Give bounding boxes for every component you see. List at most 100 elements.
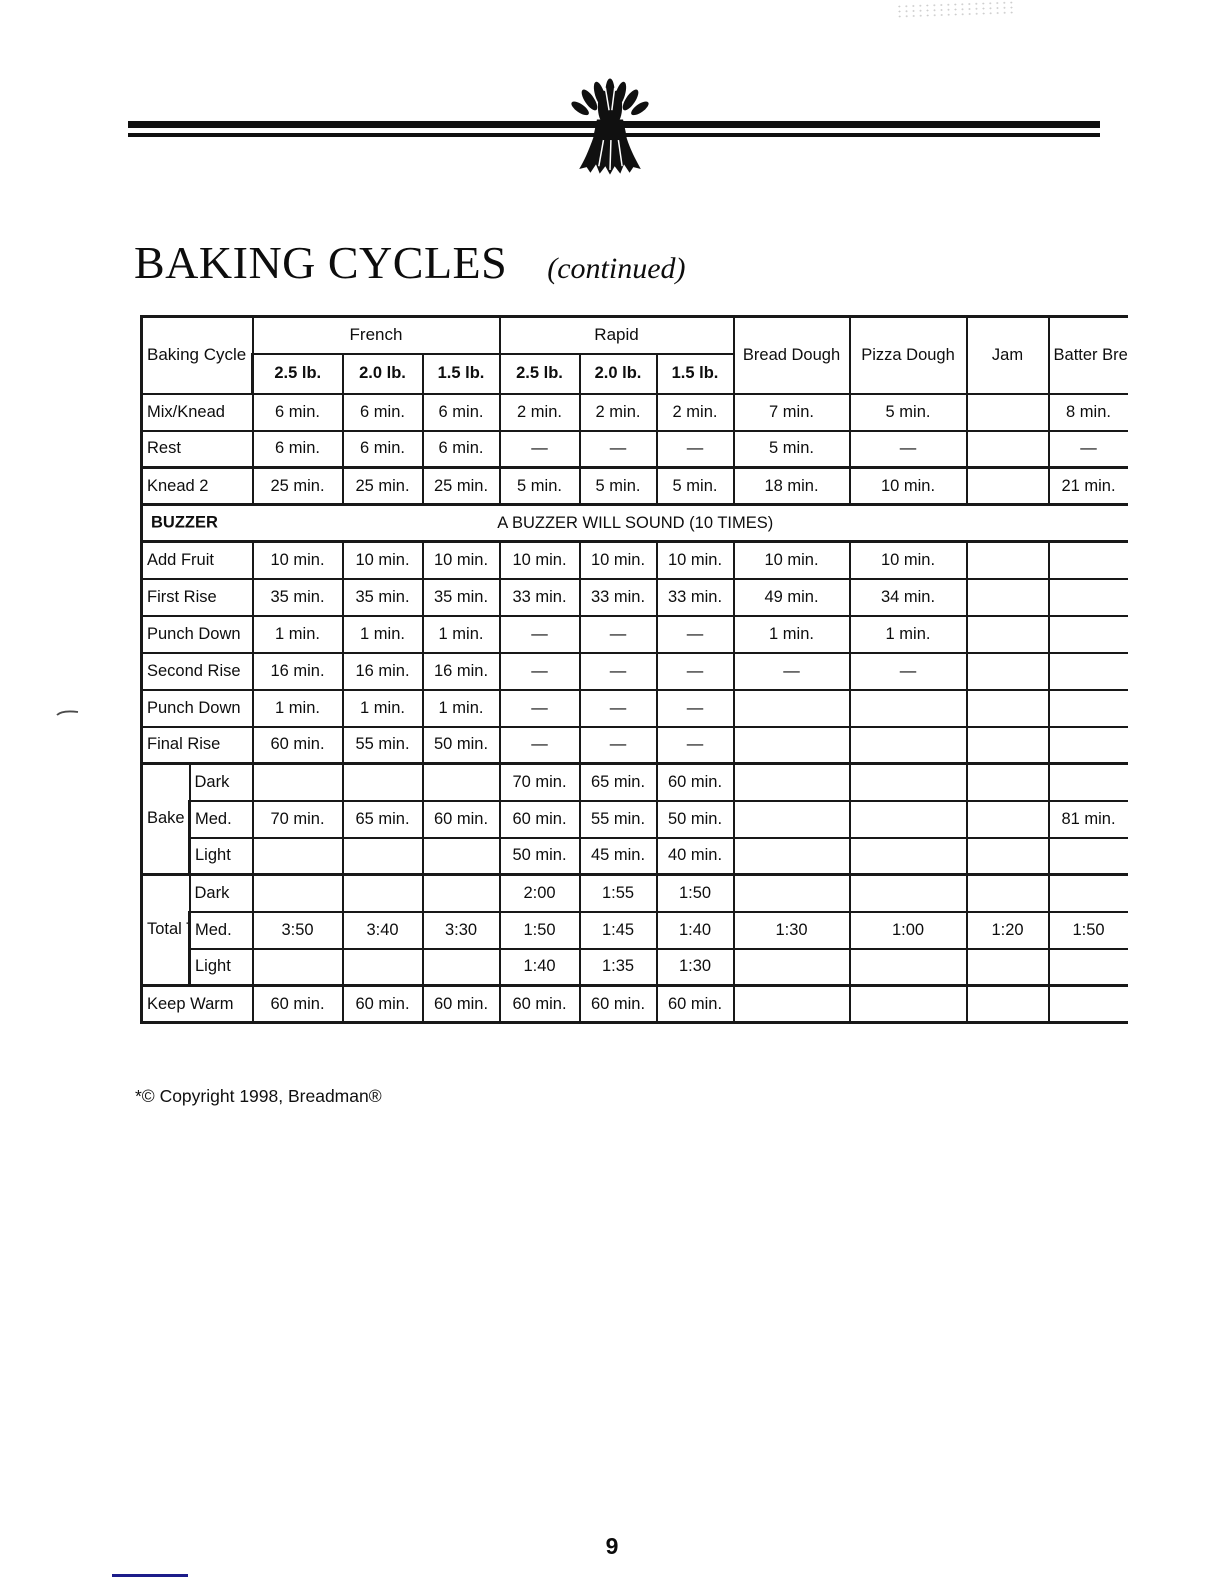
time-cell	[965, 799, 1050, 839]
sub-label: Dark	[188, 873, 254, 913]
baking-cycles-table: Baking Cycle French Rapid Bread Dough Pi…	[139, 315, 1128, 1024]
time-cell: 8 min.	[1047, 392, 1128, 432]
page-number: 9	[605, 1533, 619, 1559]
stray-mark	[56, 710, 79, 716]
rapid-header: Rapid	[498, 315, 735, 355]
time-cell	[421, 762, 501, 802]
time-cell: 60 min.	[251, 725, 344, 765]
time-cell	[965, 984, 1050, 1024]
time-cell	[965, 429, 1050, 469]
time-cell	[848, 725, 968, 765]
time-cell	[965, 947, 1050, 987]
time-cell: 2 min.	[578, 392, 658, 432]
time-cell: 10 min.	[251, 540, 344, 580]
time-cell: 1:45	[578, 910, 658, 950]
time-cell: —	[848, 429, 968, 469]
pizza-dough-header: Pizza Dough	[848, 315, 968, 395]
row-label: Punch Down	[140, 688, 254, 728]
sub-label: Med.	[188, 910, 254, 950]
time-cell	[965, 540, 1050, 580]
time-cell: 6 min.	[421, 429, 501, 469]
time-cell: 81 min.	[1047, 799, 1128, 839]
time-cell	[251, 873, 344, 913]
time-cell: 7 min.	[732, 392, 851, 432]
time-cell: 3:50	[251, 910, 344, 950]
time-cell: —	[655, 651, 735, 691]
time-cell	[251, 836, 344, 876]
time-cell: 10 min.	[732, 540, 851, 580]
time-cell: 10 min.	[498, 540, 581, 580]
time-cell: 16 min.	[421, 651, 501, 691]
time-cell	[1047, 688, 1128, 728]
table-row: First Rise 35 min. 35 min. 35 min. 33 mi…	[140, 577, 1128, 617]
bread-dough-header: Bread Dough	[732, 315, 851, 395]
time-cell: 35 min.	[251, 577, 344, 617]
time-cell: 35 min.	[421, 577, 501, 617]
time-cell: 55 min.	[578, 799, 658, 839]
page-title: BAKING CYCLES	[134, 237, 508, 288]
time-cell: 1:40	[498, 947, 581, 987]
time-cell: 1 min.	[341, 614, 424, 654]
row-label: Add Fruit	[140, 540, 254, 580]
time-cell: 70 min.	[251, 799, 344, 839]
time-cell	[848, 873, 968, 913]
time-cell: 49 min.	[732, 577, 851, 617]
page-title-continued: (continued)	[547, 252, 686, 285]
time-cell: 5 min.	[578, 466, 658, 506]
scan-noise	[895, 0, 1017, 20]
time-cell: 50 min.	[498, 836, 581, 876]
time-cell: —	[498, 429, 581, 469]
table-row: Med. 70 min. 65 min. 60 min. 60 min. 55 …	[142, 799, 1128, 839]
time-cell	[421, 947, 501, 987]
time-cell	[341, 873, 424, 913]
time-cell: 55 min.	[341, 725, 424, 765]
time-cell: 60 min.	[655, 984, 735, 1024]
footer-rule	[112, 1574, 188, 1577]
time-cell: 60 min.	[251, 984, 344, 1024]
table-row: Rest 6 min. 6 min. 6 min. — — — 5 min. —…	[140, 429, 1128, 469]
time-cell: 10 min.	[848, 540, 968, 580]
time-cell: 1 min.	[251, 614, 344, 654]
time-cell: 50 min.	[421, 725, 501, 765]
time-cell: —	[578, 614, 658, 654]
time-cell: 10 min.	[848, 466, 968, 506]
time-cell	[1047, 540, 1128, 580]
weight-header: 1.5 lb.	[655, 352, 734, 395]
time-cell: 16 min.	[251, 651, 344, 691]
time-cell	[732, 688, 851, 728]
time-cell: 33 min.	[578, 577, 658, 617]
time-cell: 60 min.	[655, 762, 735, 802]
time-cell: 1 min.	[421, 688, 501, 728]
time-cell: —	[498, 651, 581, 691]
time-cell: —	[655, 429, 735, 469]
time-cell: 10 min.	[421, 540, 501, 580]
time-cell: 25 min.	[251, 466, 344, 506]
table-row: Knead 2 25 min. 25 min. 25 min. 5 min. 5…	[140, 466, 1128, 506]
table-row: Mix/Knead 6 min. 6 min. 6 min. 2 min. 2 …	[140, 392, 1128, 432]
time-cell	[965, 836, 1050, 876]
time-cell	[1047, 651, 1128, 691]
time-cell: 1 min.	[251, 688, 344, 728]
time-cell: 1:50	[498, 910, 581, 950]
time-cell	[1047, 577, 1128, 617]
time-cell: 65 min.	[578, 762, 658, 802]
time-cell: —	[498, 688, 581, 728]
table-row: Keep Warm 60 min. 60 min. 60 min. 60 min…	[140, 984, 1128, 1024]
time-cell: 34 min.	[848, 577, 968, 617]
time-cell: 1 min.	[848, 614, 968, 654]
time-cell: 5 min.	[655, 466, 735, 506]
table-row: Add Fruit 10 min. 10 min. 10 min. 10 min…	[140, 540, 1128, 580]
time-cell: 40 min.	[655, 836, 735, 876]
time-cell: 10 min.	[578, 540, 658, 580]
time-cell	[732, 984, 851, 1024]
time-cell: 2 min.	[498, 392, 581, 432]
time-cell: 18 min.	[732, 466, 851, 506]
time-cell: 6 min.	[341, 392, 424, 432]
weight-header: 2.5 lb.	[251, 352, 344, 395]
weight-header: 1.5 lb.	[421, 352, 501, 395]
time-cell: 3:40	[341, 910, 424, 950]
time-cell: 35 min.	[341, 577, 424, 617]
time-cell	[341, 762, 424, 802]
time-cell	[732, 762, 851, 802]
wheat-sheaf-icon	[571, 78, 649, 175]
